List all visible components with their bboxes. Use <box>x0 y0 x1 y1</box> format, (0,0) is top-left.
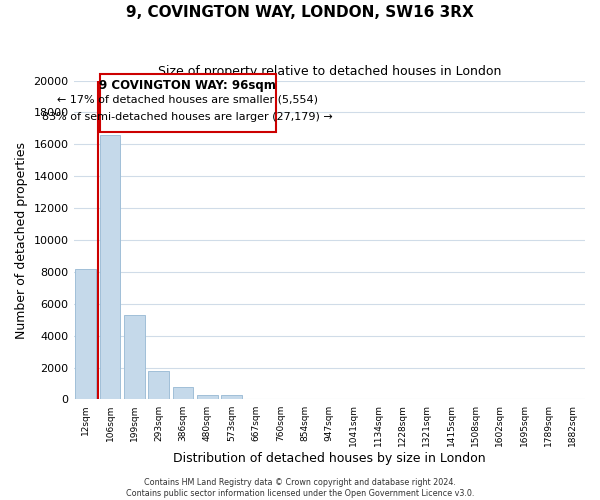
Bar <box>100 135 121 400</box>
Text: 9 COVINGTON WAY: 96sqm: 9 COVINGTON WAY: 96sqm <box>100 79 276 92</box>
Bar <box>148 371 169 400</box>
Y-axis label: Number of detached properties: Number of detached properties <box>15 142 28 338</box>
Bar <box>221 395 242 400</box>
FancyBboxPatch shape <box>100 74 275 132</box>
Bar <box>124 315 145 400</box>
Bar <box>197 395 218 400</box>
Text: 9, COVINGTON WAY, LONDON, SW16 3RX: 9, COVINGTON WAY, LONDON, SW16 3RX <box>126 5 474 20</box>
Text: 83% of semi-detached houses are larger (27,179) →: 83% of semi-detached houses are larger (… <box>43 112 333 122</box>
Text: Contains HM Land Registry data © Crown copyright and database right 2024.
Contai: Contains HM Land Registry data © Crown c… <box>126 478 474 498</box>
Bar <box>173 388 193 400</box>
X-axis label: Distribution of detached houses by size in London: Distribution of detached houses by size … <box>173 452 485 465</box>
Title: Size of property relative to detached houses in London: Size of property relative to detached ho… <box>158 65 501 78</box>
Text: ← 17% of detached houses are smaller (5,554): ← 17% of detached houses are smaller (5,… <box>57 94 318 104</box>
Bar <box>76 268 96 400</box>
